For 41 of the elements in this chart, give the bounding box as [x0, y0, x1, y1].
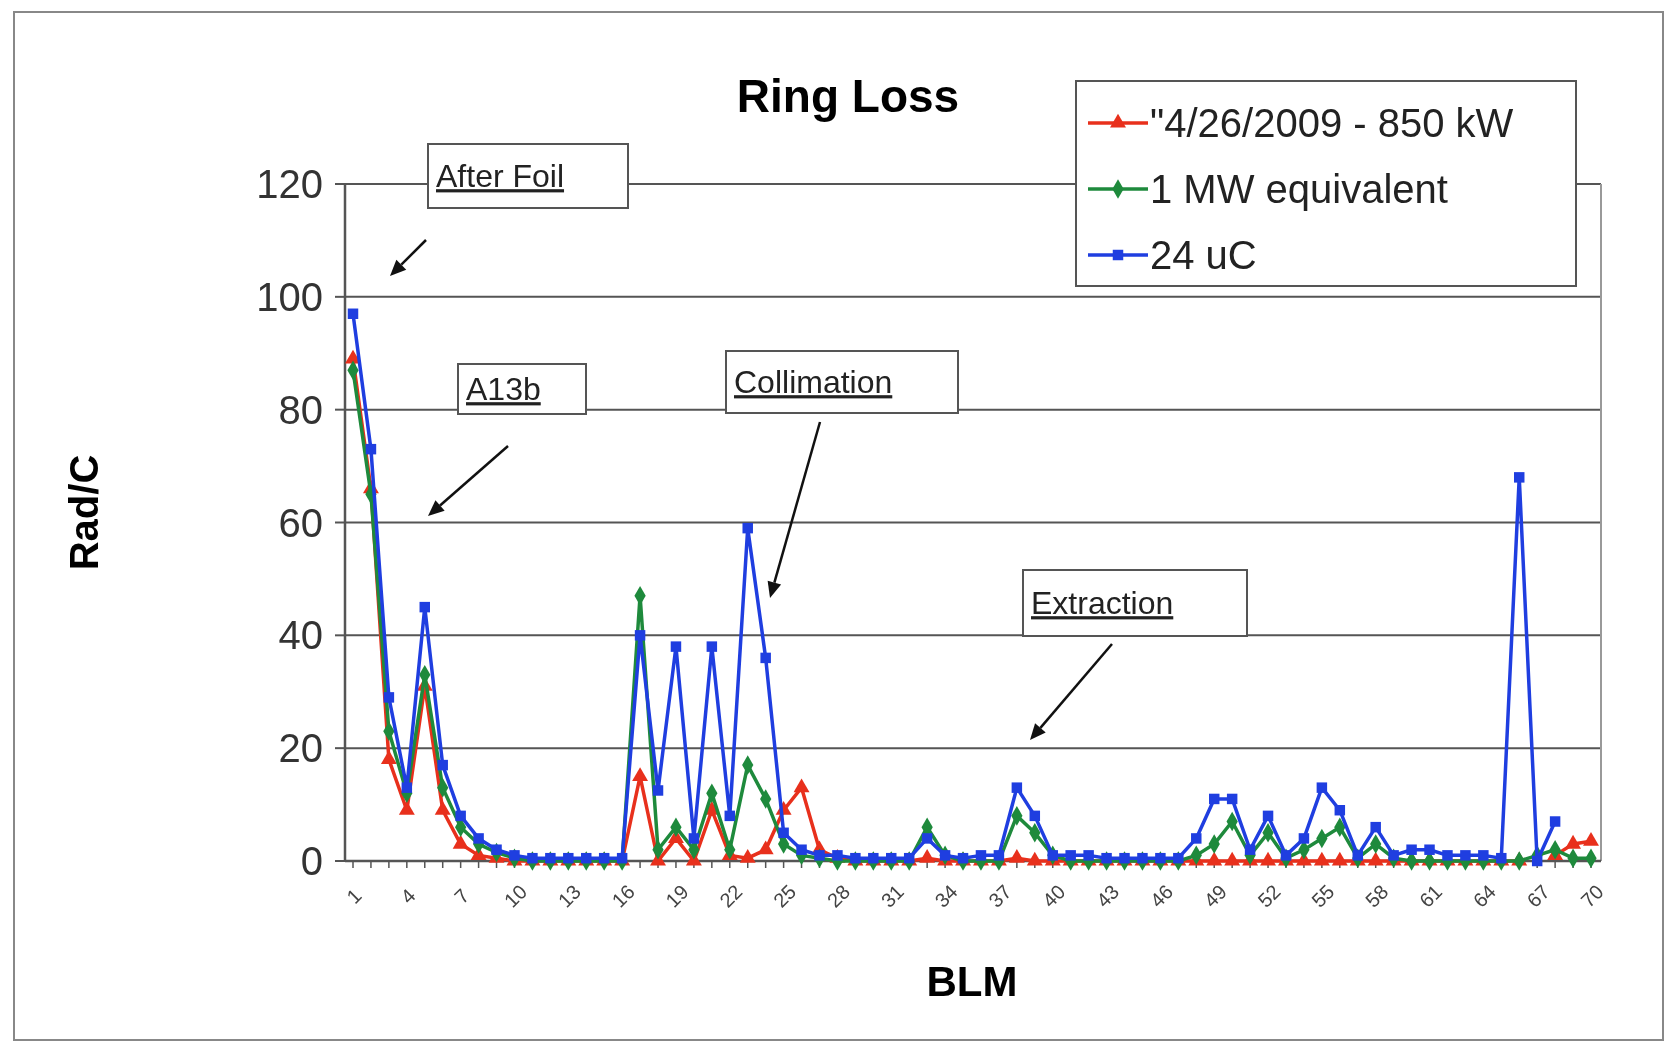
x-tick-label: 37 — [984, 880, 1016, 912]
annotation: A13b — [466, 371, 541, 408]
x-tick-label: 7 — [449, 884, 474, 908]
y-tick-label: 120 — [256, 162, 323, 206]
x-tick-label: 61 — [1414, 880, 1447, 912]
x-tick-label: 25 — [769, 880, 801, 912]
annotation: Collimation — [734, 364, 893, 401]
x-tick-label: 1 — [342, 884, 366, 908]
y-tick-label: 60 — [278, 500, 323, 545]
x-tick-label: 52 — [1253, 880, 1285, 912]
annotation: After Foil — [436, 158, 565, 195]
y-tick-label: 20 — [278, 726, 323, 771]
y-axis-title: Rad/C — [62, 454, 106, 571]
legend-label: 1 MW equivalent — [1150, 167, 1448, 211]
x-tick-label: 40 — [1038, 880, 1070, 912]
x-tick-label: 55 — [1307, 880, 1339, 912]
x-tick-label: 10 — [499, 880, 532, 912]
x-tick-label: 67 — [1522, 880, 1554, 912]
x-tick-label: 28 — [822, 880, 855, 912]
x-tick-label: 16 — [607, 880, 639, 912]
x-tick-label: 64 — [1468, 880, 1501, 912]
x-tick-label: 19 — [661, 880, 693, 912]
x-tick-label: 70 — [1576, 880, 1608, 912]
x-tick-label: 31 — [876, 880, 908, 912]
legend-label: 24 uC — [1150, 233, 1257, 277]
y-tick-label: 40 — [278, 613, 323, 658]
y-tick-label: 0 — [300, 839, 323, 883]
legend-label: "4/26/2009 - 850 kW — [1150, 101, 1514, 145]
chart-title: Ring Loss — [736, 70, 960, 122]
x-tick-label: 46 — [1145, 880, 1178, 912]
y-tick-label: 100 — [256, 274, 323, 319]
x-tick-label: 4 — [396, 884, 420, 908]
x-tick-label: 49 — [1199, 880, 1231, 912]
x-tick-label: 13 — [553, 880, 585, 912]
x-tick-label: 22 — [715, 880, 747, 912]
y-tick-label: 80 — [278, 387, 323, 432]
x-axis-title: BLM — [926, 958, 1018, 1005]
x-tick-label: 43 — [1091, 880, 1124, 912]
annotation: Extraction — [1031, 585, 1174, 622]
x-tick-label: 34 — [930, 880, 962, 912]
x-tick-label: 58 — [1361, 880, 1393, 912]
